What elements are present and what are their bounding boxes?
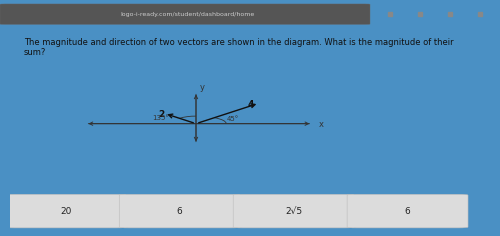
Text: y: y (200, 83, 204, 92)
Text: 6: 6 (404, 206, 410, 216)
Text: 135°: 135° (152, 115, 168, 121)
Text: 4: 4 (248, 100, 254, 109)
FancyBboxPatch shape (120, 194, 240, 228)
Text: 6: 6 (177, 206, 182, 216)
FancyBboxPatch shape (0, 4, 370, 24)
FancyBboxPatch shape (6, 194, 126, 228)
FancyBboxPatch shape (347, 194, 468, 228)
Text: 2: 2 (158, 110, 164, 119)
Text: logo-i-ready.com/student/dashboard/home: logo-i-ready.com/student/dashboard/home (120, 12, 254, 17)
FancyBboxPatch shape (233, 194, 354, 228)
Text: 20: 20 (60, 206, 72, 216)
Text: 2√5: 2√5 (285, 206, 302, 216)
Text: x: x (319, 120, 324, 129)
Text: The magnitude and direction of two vectors are shown in the diagram. What is the: The magnitude and direction of two vecto… (24, 38, 454, 57)
Text: 45°: 45° (226, 116, 238, 122)
